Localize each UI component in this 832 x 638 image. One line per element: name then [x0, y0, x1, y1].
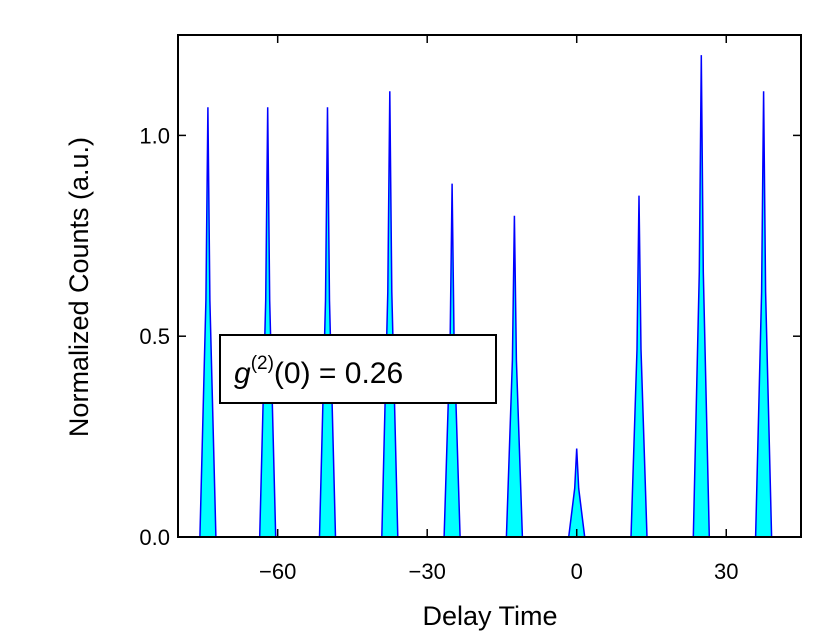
annotation-superscript: (2) — [251, 353, 274, 374]
y-axis: 0.0 0.5 1.0 — [139, 123, 801, 550]
histogram-peak-5 — [505, 215, 524, 538]
x-tick-label: 30 — [714, 559, 738, 584]
x-tick-label: 0 — [571, 559, 583, 584]
annotation-box — [219, 334, 497, 404]
histogram-peak-3 — [381, 91, 399, 538]
histogram-bars — [199, 55, 773, 538]
plot-frame — [177, 34, 802, 538]
x-axis-title: Delay Time — [422, 601, 557, 631]
g2-annotation: g(2)(0) = 0.26 — [219, 334, 497, 404]
histogram-peak-7 — [630, 195, 648, 538]
histogram-peak-0 — [199, 107, 217, 538]
y-tick-label: 0.5 — [139, 324, 170, 349]
svg-text:g(2)(0) = 0.26: g(2)(0) = 0.26 — [234, 353, 403, 390]
x-tick-label: −30 — [409, 559, 446, 584]
histogram-peak-9 — [754, 91, 773, 538]
annotation-g: g — [234, 357, 251, 390]
histogram-peak-2 — [318, 107, 337, 538]
histogram-peak-6 — [567, 448, 586, 538]
y-axis-title: Normalized Counts (a.u.) — [64, 137, 94, 437]
x-axis: −60 −30 0 30 — [259, 35, 738, 584]
histogram-peak-1 — [258, 107, 277, 538]
annotation-value: (0) = 0.26 — [274, 357, 403, 390]
x-tick-label: −60 — [259, 559, 296, 584]
y-tick-label: 1.0 — [139, 123, 170, 148]
y-tick-label: 0.0 — [139, 525, 170, 550]
histogram-peak-8 — [692, 55, 711, 538]
